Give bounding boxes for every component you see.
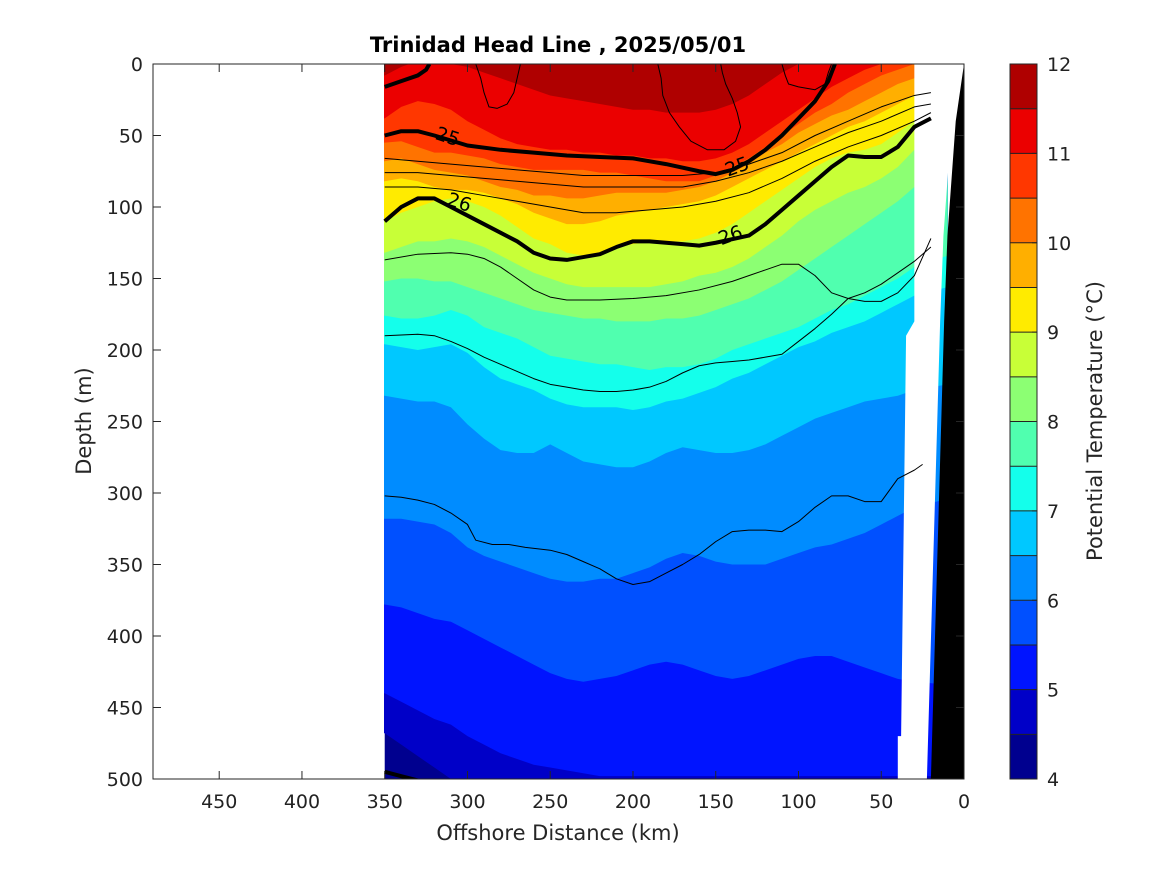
density-contour-11 <box>657 64 742 151</box>
colorbar-swatch <box>1010 734 1037 780</box>
y-tick-label: 100 <box>107 197 143 219</box>
density-contour-10 <box>475 64 521 109</box>
band-11.5 <box>384 64 799 113</box>
y-tick-label: 350 <box>107 555 143 577</box>
y-tick-label: 200 <box>107 340 143 362</box>
y-tick-label: 400 <box>107 626 143 648</box>
colorbar-swatch <box>1010 421 1037 467</box>
colorbar-swatch <box>1010 376 1037 422</box>
density-contour-8 <box>384 246 932 392</box>
colorbar-tick-label: 11 <box>1047 143 1071 165</box>
filled-contours <box>384 64 948 779</box>
colorbar-swatch <box>1010 600 1037 646</box>
density-contour-12 <box>781 64 833 91</box>
colorbar-label: Potential Temperature (°C) <box>1083 281 1107 561</box>
y-tick-label: 250 <box>107 412 143 434</box>
colorbar-swatch <box>1010 332 1037 378</box>
x-tick-label: 50 <box>869 791 893 813</box>
density-contour-5 <box>384 103 931 188</box>
density-contour-6 <box>384 112 932 214</box>
y-axis-label: Depth (m) <box>72 367 96 474</box>
x-tick-label: 250 <box>532 791 568 813</box>
colorbar-tick-label: 7 <box>1047 501 1059 523</box>
colorbar-swatch <box>1010 689 1037 735</box>
colorbar-swatch <box>1010 64 1037 110</box>
density-contour-26 <box>383 116 932 262</box>
colorbar-swatch <box>1010 242 1037 288</box>
y-tick-label: 300 <box>107 483 143 505</box>
x-tick-label: 100 <box>780 791 816 813</box>
x-axis-label: Offshore Distance (km) <box>436 821 679 845</box>
x-tick-label: 0 <box>958 791 970 813</box>
x-axis-ticks: 450 400 350 300 250 200 150 100 50 0 <box>201 64 970 813</box>
colorbar-tick-label: 4 <box>1047 769 1059 791</box>
colorbar-tick-label: 6 <box>1047 590 1059 612</box>
density-contour-25 <box>384 64 837 177</box>
y-tick-label: 150 <box>107 269 143 291</box>
x-tick-label: 300 <box>449 791 485 813</box>
colorbar-swatch <box>1010 644 1037 691</box>
colorbar-tick-label: 12 <box>1047 54 1071 76</box>
density-contour-2 <box>384 64 432 89</box>
density-contour-9 <box>384 463 923 586</box>
y-tick-label: 450 <box>107 698 143 720</box>
density-contours <box>383 64 932 779</box>
colorbar-swatch <box>1010 510 1037 557</box>
x-tick-label: 350 <box>367 791 403 813</box>
y-tick-label: 0 <box>131 54 143 76</box>
y-tick-label: 50 <box>119 126 143 148</box>
no-data-region <box>897 64 960 779</box>
x-tick-label: 200 <box>615 791 651 813</box>
x-tick-label: 400 <box>284 791 320 813</box>
colorbar-swatch <box>1010 555 1037 601</box>
seafloor-bathymetry <box>930 64 964 779</box>
colorbar-swatch <box>1010 108 1037 154</box>
chart-title: Trinidad Head Line , 2025/05/01 <box>370 33 746 57</box>
colorbar-tick-label: 5 <box>1047 680 1059 702</box>
colorbar-swatch <box>1010 153 1037 199</box>
colorbar-tick-label: 10 <box>1047 233 1071 255</box>
density-contour-4 <box>384 92 931 177</box>
density-contour-7 <box>384 238 932 302</box>
colorbar-swatch <box>1010 466 1037 512</box>
colorbar-swatch <box>1010 287 1037 333</box>
density-contour-3 <box>384 769 419 779</box>
land-mask <box>897 64 964 779</box>
colorbar-swatch <box>1010 198 1037 244</box>
colorbar: 4 5 6 7 8 9 10 11 12 <box>1009 54 1071 791</box>
y-axis-ticks: 0 50 100 150 200 250 300 350 400 450 500 <box>107 54 964 791</box>
x-tick-label: 450 <box>201 791 237 813</box>
y-tick-label: 500 <box>107 769 143 791</box>
colorbar-tick-label: 8 <box>1047 412 1059 434</box>
x-tick-label: 150 <box>698 791 734 813</box>
colorbar-tick-label: 9 <box>1047 322 1059 344</box>
